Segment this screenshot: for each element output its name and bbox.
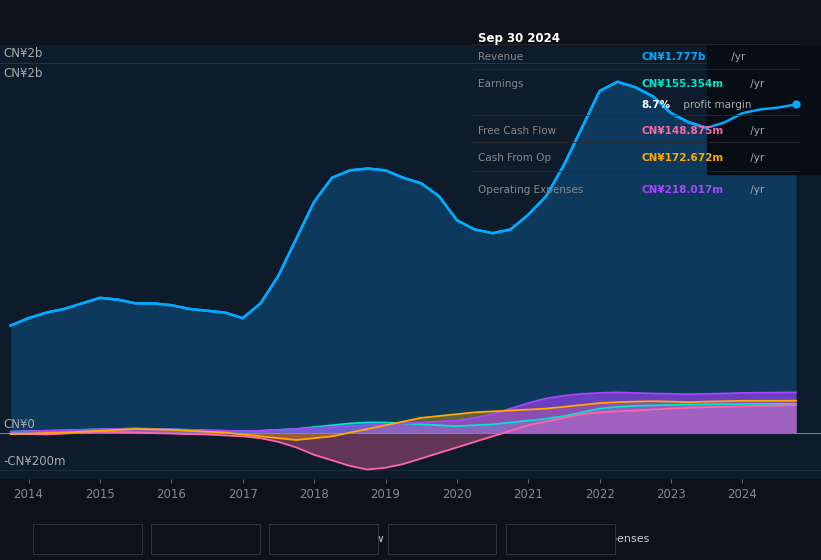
Text: -CN¥200m: -CN¥200m	[3, 455, 66, 468]
Text: /yr: /yr	[727, 52, 745, 62]
Text: CN¥1.777b: CN¥1.777b	[642, 52, 706, 62]
Text: Operating Expenses: Operating Expenses	[479, 184, 584, 194]
Text: /yr: /yr	[747, 153, 764, 164]
Text: /yr: /yr	[747, 184, 764, 194]
Text: Earnings: Earnings	[182, 534, 231, 544]
Text: /yr: /yr	[747, 127, 764, 137]
Text: Cash From Op: Cash From Op	[419, 534, 497, 544]
Text: CN¥148.875m: CN¥148.875m	[642, 127, 724, 137]
Bar	[707, 26, 821, 174]
Text: CN¥2b: CN¥2b	[3, 46, 43, 59]
Text: ●: ●	[166, 534, 174, 544]
Text: profit margin: profit margin	[680, 100, 751, 110]
Text: ●: ●	[521, 534, 529, 544]
Text: Sep 30 2024: Sep 30 2024	[479, 32, 560, 45]
Text: Free Cash Flow: Free Cash Flow	[479, 127, 557, 137]
Text: /yr: /yr	[747, 79, 764, 89]
Text: CN¥2b: CN¥2b	[3, 67, 43, 80]
Text: ●: ●	[402, 534, 410, 544]
Text: CN¥155.354m: CN¥155.354m	[642, 79, 724, 89]
Text: Revenue: Revenue	[64, 534, 112, 544]
Text: Revenue: Revenue	[479, 52, 524, 62]
Text: ●: ●	[284, 534, 292, 544]
Text: CN¥0: CN¥0	[3, 418, 35, 431]
Text: Operating Expenses: Operating Expenses	[537, 534, 649, 544]
Text: ●: ●	[48, 534, 56, 544]
Text: Cash From Op: Cash From Op	[479, 153, 552, 164]
Text: CN¥172.672m: CN¥172.672m	[642, 153, 724, 164]
Text: Free Cash Flow: Free Cash Flow	[300, 534, 384, 544]
Text: 8.7%: 8.7%	[642, 100, 671, 110]
Text: CN¥218.017m: CN¥218.017m	[642, 184, 724, 194]
Text: Earnings: Earnings	[479, 79, 524, 89]
